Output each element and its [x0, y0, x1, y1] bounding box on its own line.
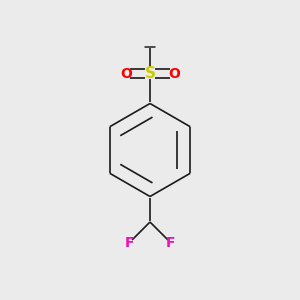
Text: F: F	[166, 236, 175, 250]
Text: F: F	[125, 236, 134, 250]
Text: S: S	[145, 66, 155, 81]
Text: O: O	[168, 67, 180, 80]
Text: O: O	[120, 67, 132, 80]
